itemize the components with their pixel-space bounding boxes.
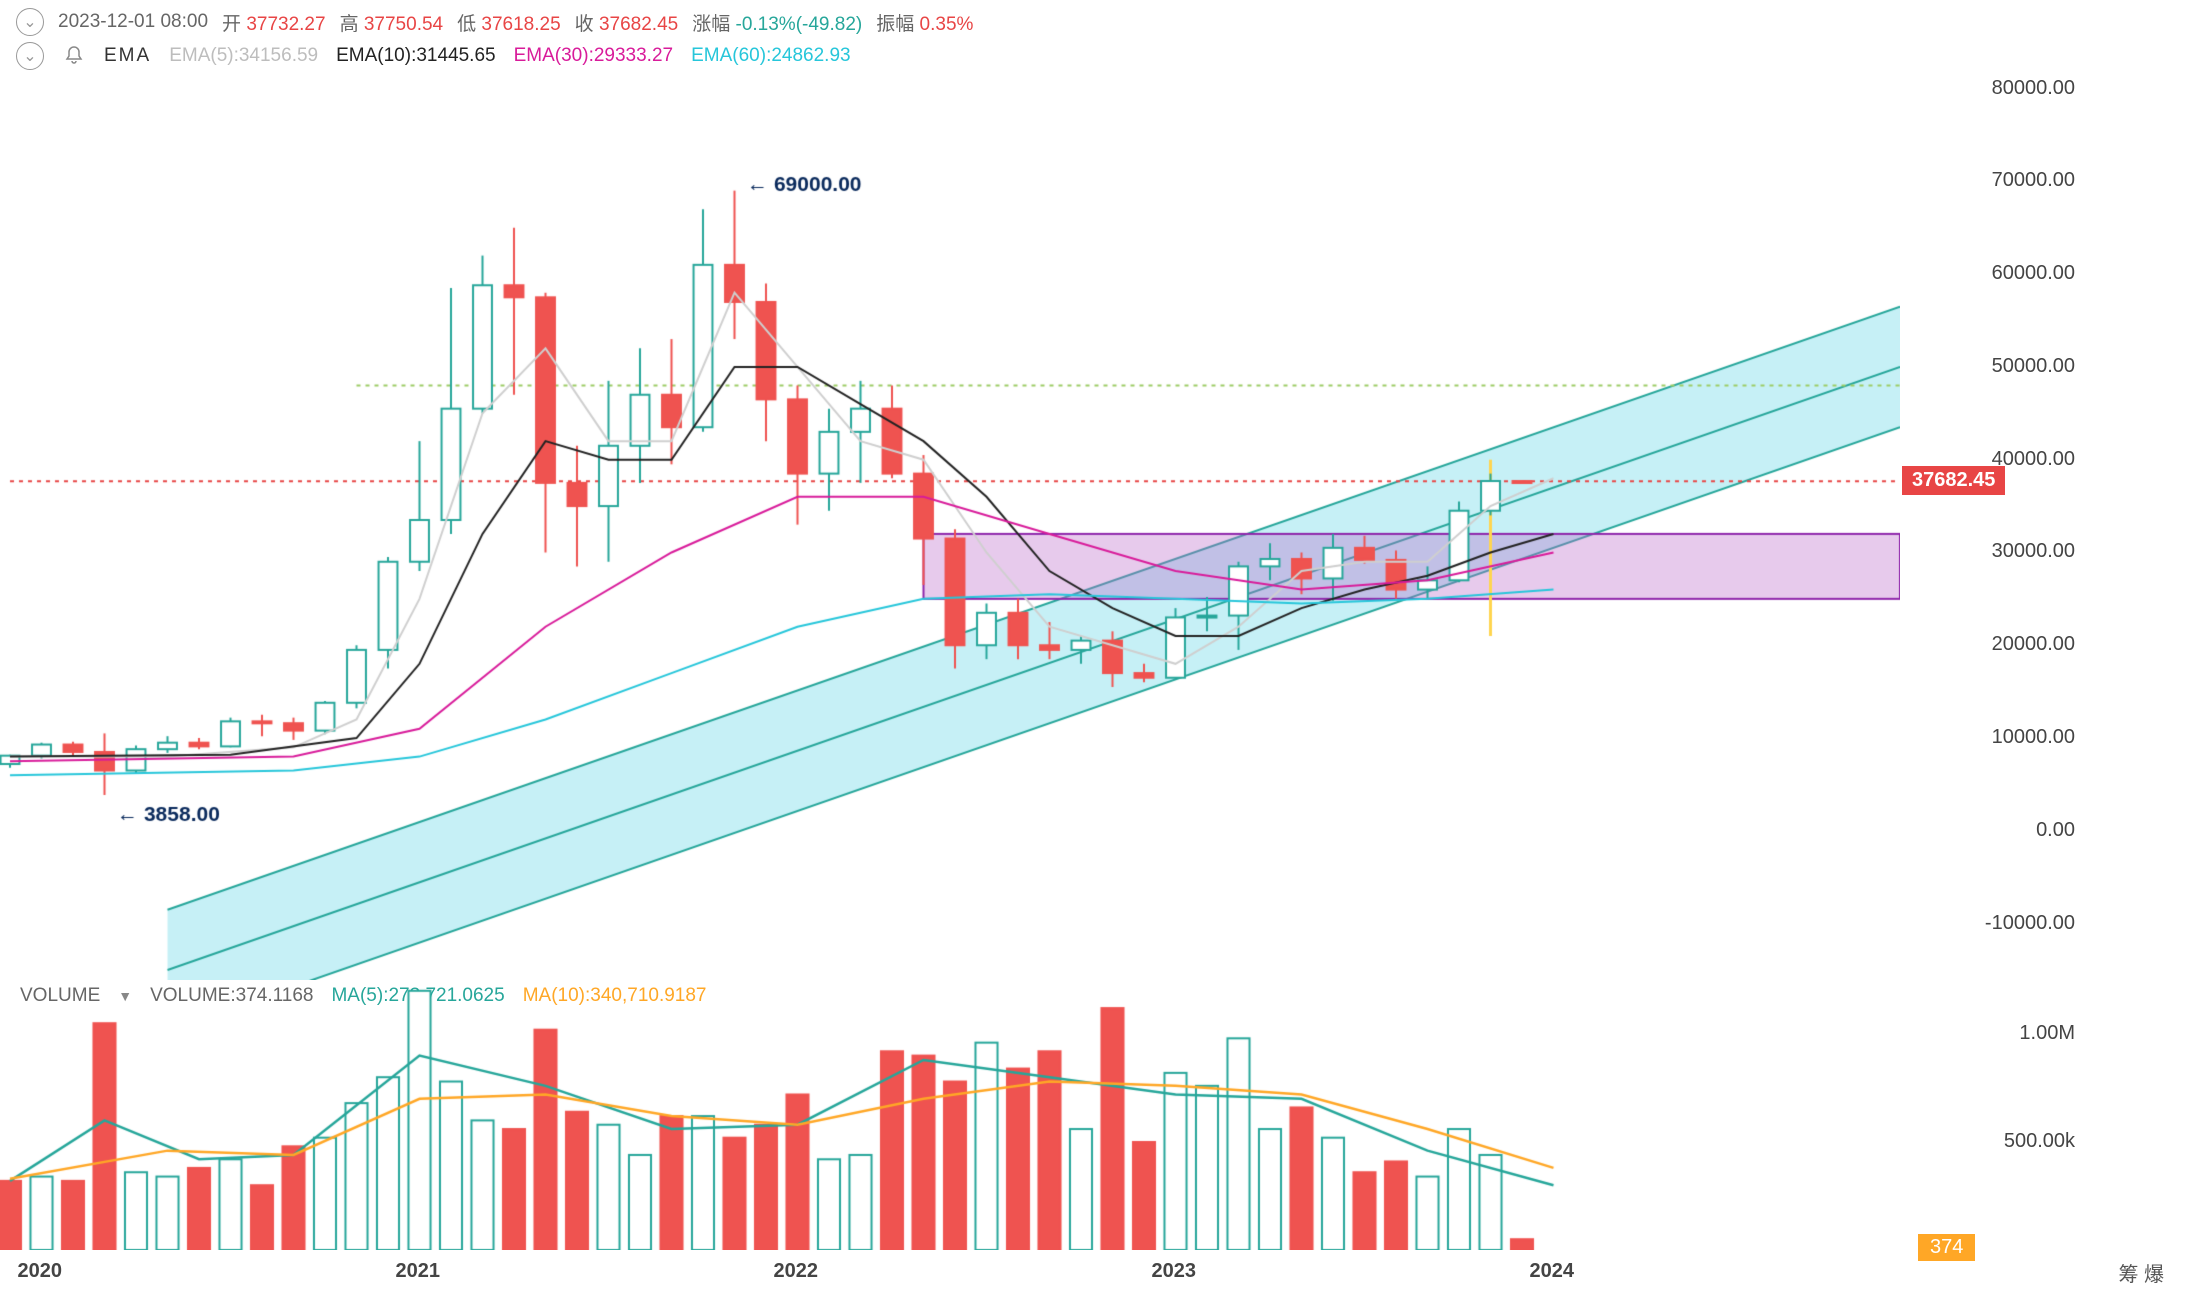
ema-item: EMA(10):31445.65	[336, 45, 496, 66]
chevron-down-icon[interactable]: ⌄	[16, 8, 44, 36]
ohlc-header: ⌄ 2023-12-01 08:00 开 37732.27 高 37750.54…	[16, 8, 973, 36]
ema-item: EMA(5):34156.59	[169, 45, 318, 66]
date-text: 2023-12-01 08:00	[58, 11, 208, 33]
x-axis: 20202021202220232024	[0, 1260, 1900, 1300]
ema-label: EMA	[104, 45, 151, 67]
price-chart[interactable]	[0, 70, 1900, 980]
volume-chart[interactable]	[0, 980, 1900, 1250]
volume-tag: 374	[1918, 1234, 1975, 1261]
chevron-down-icon[interactable]: ⌄	[16, 42, 44, 70]
bell-icon[interactable]	[62, 44, 86, 68]
ema-item: EMA(30):29333.27	[514, 45, 674, 66]
ema-legend: ⌄ EMA EMA(5):34156.59 EMA(10):31445.65 EMA…	[16, 42, 869, 70]
price-y-axis: -10000.000.0010000.0020000.0030000.00400…	[1905, 70, 2185, 980]
current-price-tag: 37682.45	[1902, 466, 2005, 495]
side-label: 筹 爆	[2118, 1258, 2164, 1287]
volume-y-axis: 500.00k1.00M	[1905, 980, 2185, 1260]
ema-item: EMA(60):24862.93	[691, 45, 851, 66]
